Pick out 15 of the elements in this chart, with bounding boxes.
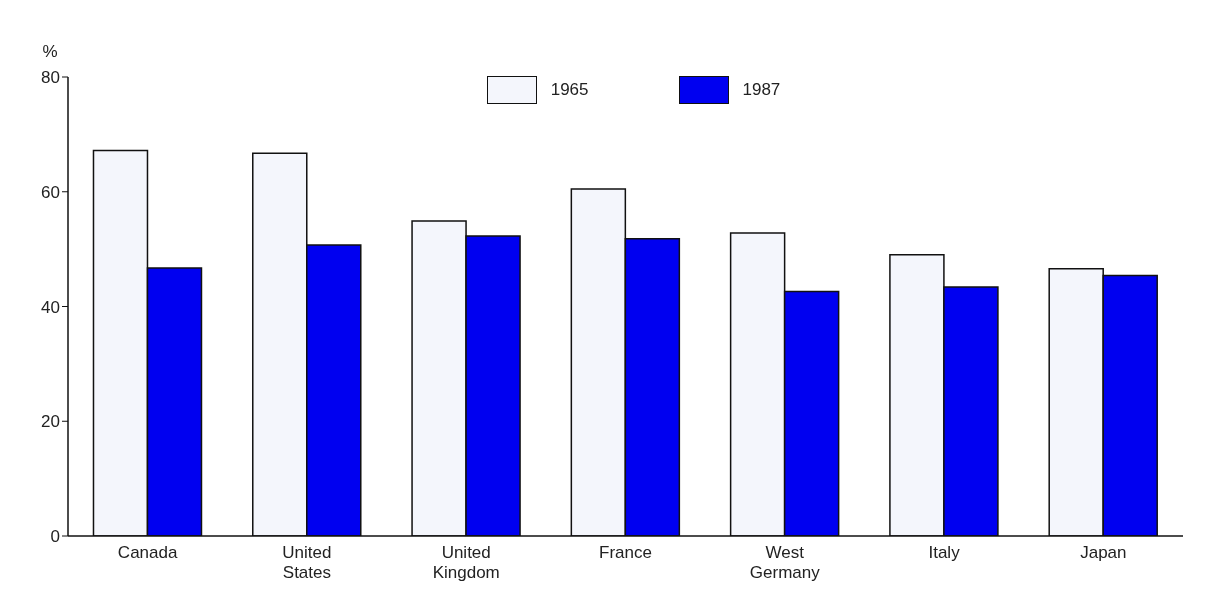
legend-label: 1965 [550, 80, 589, 100]
y-tick-label: 80 [41, 68, 60, 88]
y-tick-label: 40 [41, 297, 60, 317]
y-tick-label: 20 [41, 412, 60, 432]
x-tick-label: France [599, 543, 652, 562]
y-axis-title: % [42, 42, 58, 61]
x-tick-label: Japan [1080, 543, 1127, 562]
y-tick-label: 0 [50, 527, 60, 547]
x-tick-label: Italy [928, 543, 961, 562]
legend-label: 1987 [742, 80, 781, 100]
x-tick-label: Canada [117, 543, 178, 562]
x-tick-label: United Kingdom [432, 543, 500, 582]
x-tick-label: United States [282, 543, 332, 582]
x-tick-label: West Germany [749, 543, 821, 582]
y-tick-label: 60 [41, 182, 60, 202]
